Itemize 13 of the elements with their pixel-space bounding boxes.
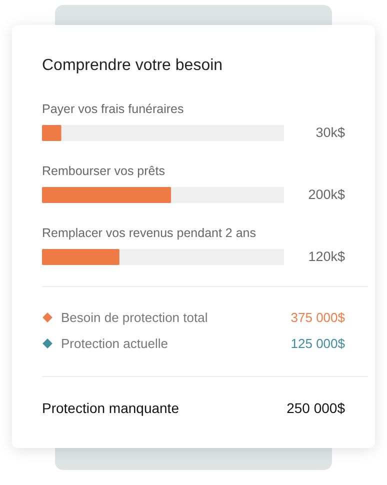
- text: 250 000$: [286, 400, 345, 416]
- text: Besoin de protection total: [61, 310, 208, 325]
- data-label: 200k$: [308, 187, 346, 202]
- chart-title: Comprendre votre besoin: [42, 57, 223, 75]
- text: 125 000$: [290, 336, 345, 351]
- y-tick-label: Remplacer vos revenus pendant 2 ans: [42, 226, 256, 240]
- text: 375 000$: [290, 310, 345, 325]
- text: Protection actuelle: [61, 336, 168, 351]
- text: Protection manquante: [42, 400, 179, 416]
- data-label: 120k$: [308, 249, 346, 264]
- y-tick-label: Rembourser vos prêts: [42, 164, 165, 178]
- y-tick-label: Payer vos frais funéraires: [42, 102, 184, 116]
- data-label: 30k$: [316, 125, 346, 140]
